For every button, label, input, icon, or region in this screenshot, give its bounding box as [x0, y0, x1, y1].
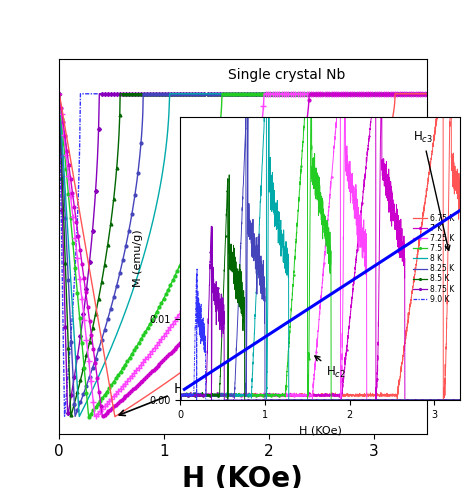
Text: Single crystal Nb: Single crystal Nb — [228, 68, 346, 82]
Y-axis label: M (emu/g): M (emu/g) — [134, 230, 144, 287]
Text: H$_{c1}$: H$_{c1}$ — [119, 381, 196, 416]
X-axis label: H (KOe): H (KOe) — [182, 465, 303, 488]
Legend: 6.75 K, 7 K, 7.25 K, 7.5 K, 8 K, 8.25 K, 8.5 K, 8.75 K, 9.0 K: 6.75 K, 7 K, 7.25 K, 7.5 K, 8 K, 8.25 K,… — [412, 212, 456, 305]
Text: H$_{c2}$: H$_{c2}$ — [315, 356, 346, 380]
X-axis label: H (KOe): H (KOe) — [299, 426, 341, 435]
Text: H$_{c3}$: H$_{c3}$ — [413, 130, 450, 250]
